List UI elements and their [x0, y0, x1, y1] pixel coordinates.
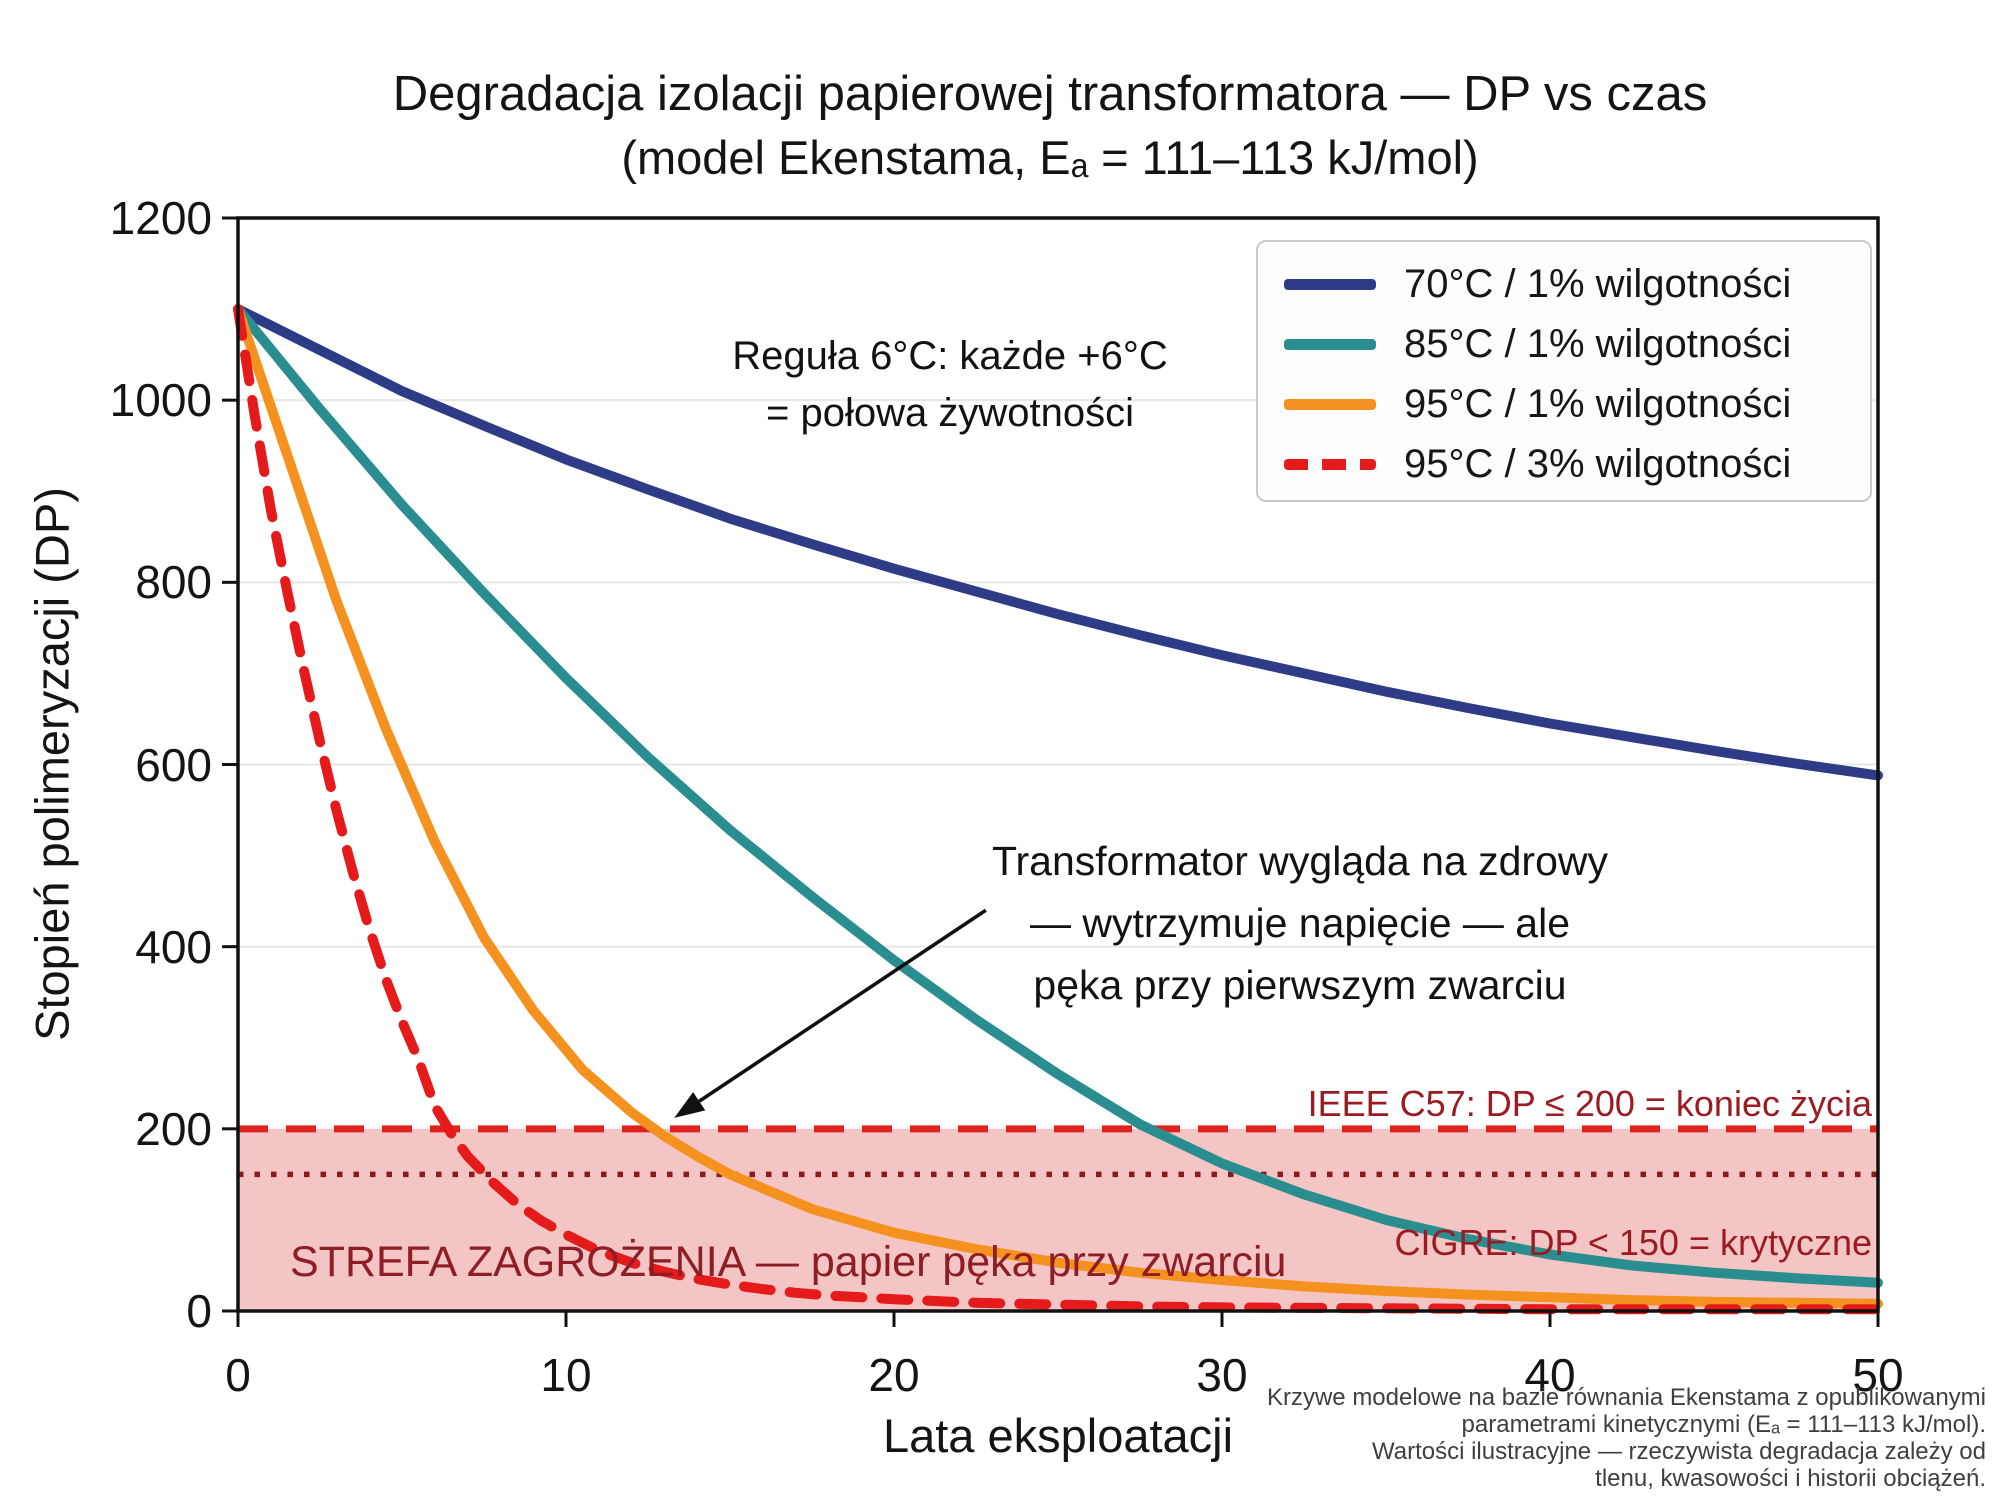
y-tick-label-1200: 1200: [109, 192, 212, 244]
y-tick-label-1000: 1000: [109, 374, 212, 427]
footnote-line1: Krzywe modelowe na bazie równania Ekenst…: [1266, 1384, 1986, 1411]
chart-title: Degradacja izolacji papierowej transform…: [392, 67, 1708, 121]
legend: 70°C / 1% wilgotności 85°C / 1% wilgotno…: [1256, 240, 1872, 502]
curve-70C_1pct: [233, 304, 1883, 781]
legend-label-95c-1pct: 95°C / 1% wilgotności: [1404, 381, 1792, 426]
curve-95C_3pct: [233, 304, 1883, 1315]
legend-swatch-85c: [1284, 338, 1376, 350]
legend-swatch-95c-1pct: [1284, 398, 1376, 410]
x-tick-label-50: 50: [1852, 1349, 1904, 1401]
x-axis-label: Lata eksploatacji: [882, 1409, 1234, 1462]
chart-subtitle: (model Ekenstama, Eₐ = 111–113 kJ/mol): [621, 131, 1479, 184]
legend-item-95c-1pct: 95°C / 1% wilgotności: [1284, 374, 1870, 434]
annotation-rule-of-6-line1: Reguła 6°C: każde +6°C: [732, 334, 1168, 378]
annotation-rule-of-6-line2: = połowa żywotności: [766, 391, 1134, 435]
annotation-rule-of-6: Reguła 6°C: każde +6°C = połowa żywotnoś…: [550, 328, 1350, 442]
annotation-looks-healthy-line2: — wytrzymuje napięcie — ale: [1029, 900, 1571, 946]
curve-95C_1pct: [233, 304, 1883, 1309]
y-tick-label-200: 200: [135, 1102, 212, 1155]
y-tick-label-600: 600: [135, 738, 212, 791]
legend-swatch-95c-3pct: [1284, 458, 1376, 470]
curve-85C_1pct: [233, 304, 1883, 1288]
x-tick-label-20: 20: [868, 1349, 920, 1401]
y-tick-label-0: 0: [186, 1285, 212, 1337]
threshold-label-ieee: IEEE C57: DP ≤ 200 = koniec życia: [1307, 1083, 1872, 1124]
threshold-label-cigre: CIGRE: DP < 150 = krytyczne: [1394, 1222, 1872, 1263]
x-tick-label-40: 40: [1524, 1349, 1576, 1401]
annotation-looks-healthy-line3: pęka przy pierwszym zwarciu: [1033, 962, 1567, 1008]
annotation-arrow-shaft: [698, 908, 987, 1103]
danger-zone-label: STREFA ZAGROŻENIA — papier pęka przy zwa…: [290, 1238, 1287, 1286]
legend-item-70c: 70°C / 1% wilgotności: [1284, 254, 1870, 314]
footnote: Krzywe modelowe na bazie równania Ekenst…: [1267, 1384, 1986, 1492]
y-tick-label-800: 800: [135, 556, 212, 609]
footnote-line2: parametrami kinetycznymi (Eₐ = 111–113 k…: [1461, 1411, 1986, 1438]
footnote-line3: Wartości ilustracyjne — rzeczywista degr…: [1371, 1438, 1986, 1465]
danger-zone: [238, 1128, 1878, 1311]
x-tick-label-0: 0: [225, 1349, 251, 1401]
legend-label-85c: 85°C / 1% wilgotności: [1404, 321, 1792, 366]
annotation-looks-healthy-line1: Transformator wygląda na zdrowy: [991, 838, 1608, 884]
annotation-arrow-head: [674, 1092, 706, 1118]
footnote-line4: tlenu, kwasowości i historii obciążeń.: [1595, 1465, 1986, 1492]
legend-swatch-70c: [1284, 278, 1376, 290]
y-axis-label: Stopień polimeryzacji (DP): [25, 487, 79, 1041]
legend-label-95c-3pct: 95°C / 3% wilgotności: [1404, 441, 1792, 486]
legend-item-85c: 85°C / 1% wilgotności: [1284, 314, 1870, 374]
annotation-looks-healthy: Transformator wygląda na zdrowy — wytrzy…: [900, 830, 1700, 1016]
x-tick-label-30: 30: [1196, 1349, 1248, 1401]
y-tick-label-400: 400: [135, 920, 212, 973]
legend-item-95c-3pct: 95°C / 3% wilgotności: [1284, 434, 1870, 494]
legend-label-70c: 70°C / 1% wilgotności: [1404, 261, 1792, 306]
x-tick-label-10: 10: [540, 1349, 592, 1401]
